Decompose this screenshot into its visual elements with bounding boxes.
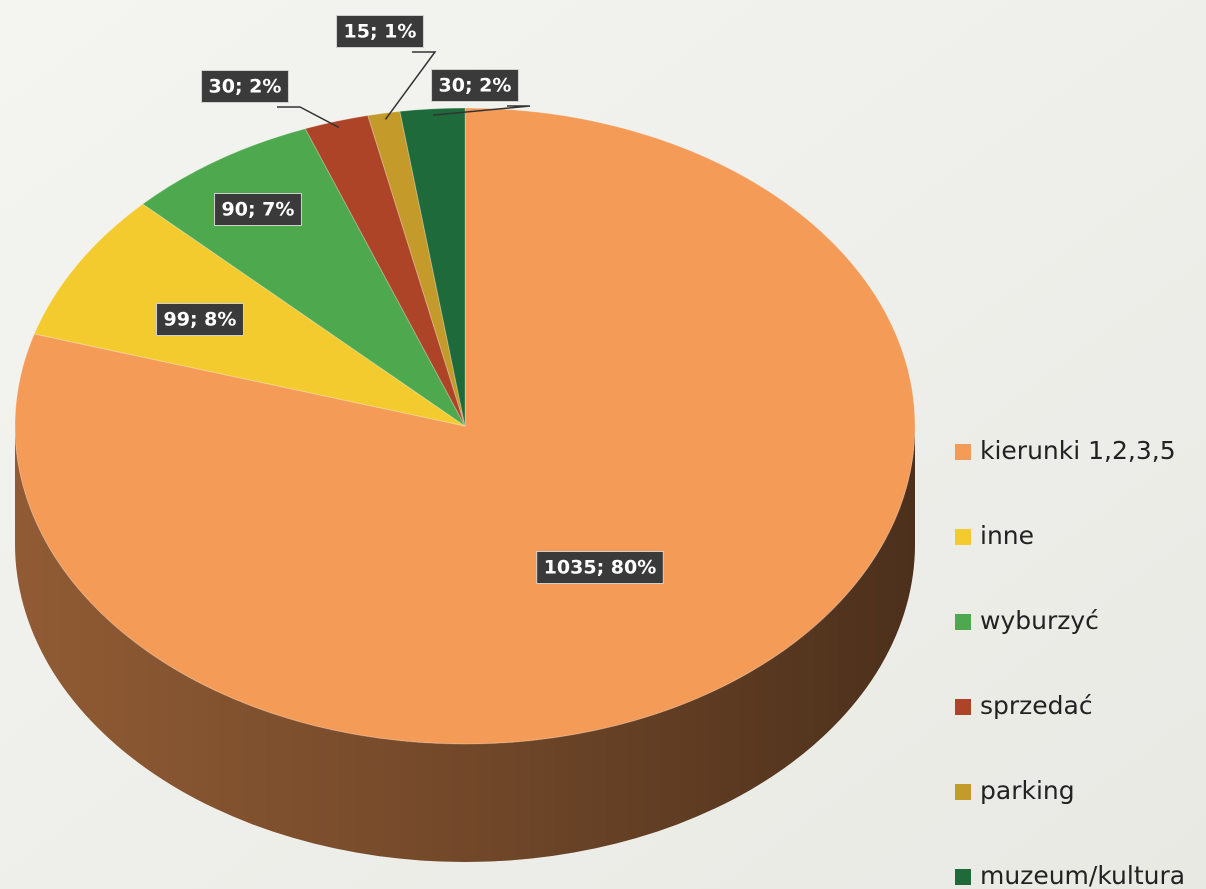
pie-slice <box>367 110 466 427</box>
data-label-text: 15; 1% <box>344 21 417 43</box>
data-label: 30; 2% <box>431 69 531 116</box>
legend-swatch <box>955 444 971 460</box>
legend-label: parking <box>980 776 1075 805</box>
pie-slice <box>304 114 466 427</box>
data-label-box <box>214 193 302 226</box>
pie-slice <box>14 107 916 745</box>
data-label-box <box>201 70 289 103</box>
pie-slice <box>33 203 466 427</box>
legend-label: wyburzyć <box>980 606 1099 635</box>
legend-swatch <box>955 614 971 630</box>
leader-line <box>384 51 437 120</box>
data-label: 30; 2% <box>201 70 340 129</box>
data-label: 99; 8% <box>156 303 244 336</box>
data-label-text: 30; 2% <box>209 76 282 98</box>
pie-side-shade <box>15 426 915 862</box>
legend-swatch <box>955 699 971 715</box>
data-label: 15; 1% <box>336 15 437 120</box>
legend-label: sprzedać <box>980 691 1093 720</box>
pie-slice <box>399 107 466 427</box>
legend-label: kierunki 1,2,3,5 <box>980 436 1176 465</box>
data-label-text: 99; 8% <box>164 309 237 331</box>
data-label-text: 30; 2% <box>439 75 512 97</box>
legend-swatch <box>955 529 971 545</box>
legend-swatch <box>955 869 971 885</box>
data-label-box <box>336 15 424 48</box>
legend-label: inne <box>980 521 1034 550</box>
data-label: 1035; 80% <box>536 551 664 584</box>
data-label: 90; 7% <box>214 193 302 226</box>
data-label-box <box>536 551 664 584</box>
data-label-text: 1035; 80% <box>544 557 657 579</box>
leader-line <box>277 106 340 129</box>
legend-label: muzeum/kultura <box>980 861 1185 889</box>
legend-swatch <box>955 784 971 800</box>
leader-line <box>432 105 531 116</box>
data-label-text: 90; 7% <box>222 199 295 221</box>
data-label-box <box>431 69 519 102</box>
data-label-box <box>156 303 244 336</box>
